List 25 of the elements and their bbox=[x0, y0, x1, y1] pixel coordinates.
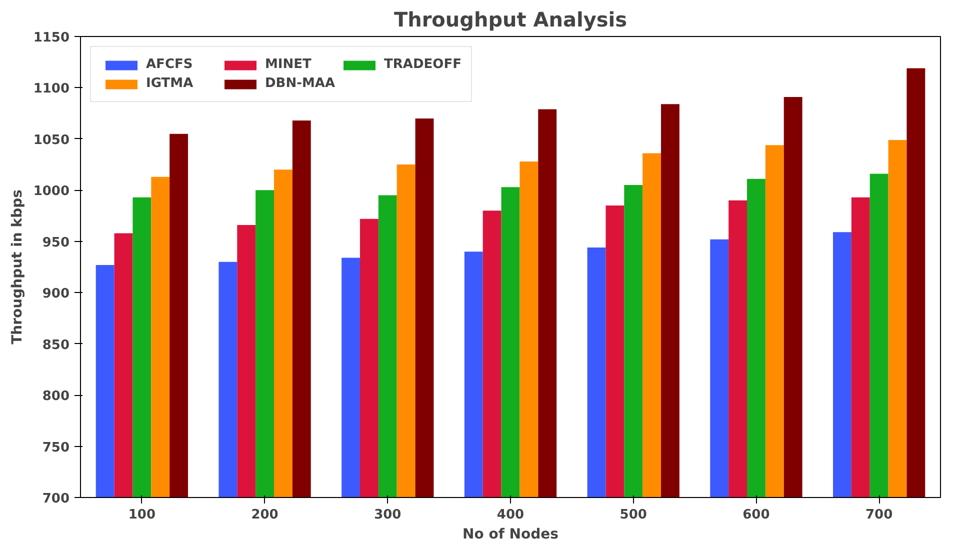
x-tick-label: 300 bbox=[374, 508, 402, 522]
x-axis-title: No of Nodes bbox=[462, 526, 558, 542]
x-tick-label: 400 bbox=[496, 508, 524, 522]
x-tick-label: 500 bbox=[620, 508, 647, 522]
y-tick-label: 750 bbox=[42, 440, 70, 456]
legend-label: DBN-MAA bbox=[265, 76, 336, 91]
legend-label: TRADEOFF bbox=[384, 57, 462, 72]
y-tick-label: 1000 bbox=[33, 184, 70, 200]
x-tick-label: 600 bbox=[742, 508, 770, 522]
x-tick-label: 700 bbox=[866, 508, 893, 522]
y-tick-label: 1050 bbox=[33, 132, 70, 148]
x-tick-label: 200 bbox=[251, 508, 278, 522]
y-tick-label: 700 bbox=[42, 492, 70, 506]
y-tick-label: 1150 bbox=[33, 30, 70, 46]
y-axis-title: Throughput in kbps bbox=[9, 190, 26, 344]
legend-label: MINET bbox=[265, 57, 312, 72]
y-tick-label: 1100 bbox=[33, 82, 70, 97]
legend-label: IGTMA bbox=[146, 76, 194, 91]
y-tick-label: 900 bbox=[42, 286, 70, 302]
x-tick-label: 100 bbox=[128, 508, 156, 522]
y-tick-label: 850 bbox=[42, 338, 70, 353]
legend-label: AFCFS bbox=[146, 57, 194, 72]
chart-title: Throughput Analysis bbox=[394, 8, 628, 32]
y-tick-label: 800 bbox=[42, 389, 70, 404]
y-tick-label: 950 bbox=[42, 235, 70, 250]
